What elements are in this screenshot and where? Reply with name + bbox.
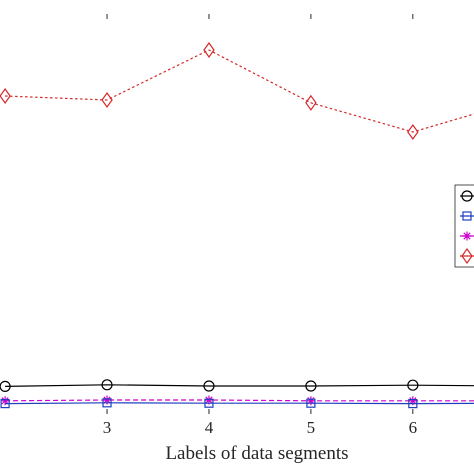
legend xyxy=(454,184,474,268)
series-layer xyxy=(0,41,474,409)
data-point xyxy=(102,395,112,405)
legend-item-asterisk xyxy=(460,231,474,241)
series-square xyxy=(0,398,474,409)
legend-item-circle xyxy=(460,190,474,202)
data-point xyxy=(306,398,316,408)
series-asterisk xyxy=(0,395,474,406)
data-point xyxy=(408,396,418,406)
x-tick-label: 6 xyxy=(409,418,418,437)
data-point xyxy=(407,379,419,391)
data-point xyxy=(204,395,214,405)
x-tick-label: 4 xyxy=(205,418,214,437)
series-diamond xyxy=(0,41,474,141)
data-point xyxy=(204,398,214,408)
data-point xyxy=(407,123,419,141)
x-tick-labels: 3 4 5 6 xyxy=(103,418,417,437)
legend-box xyxy=(454,184,474,268)
data-point xyxy=(0,399,10,409)
data-point xyxy=(102,398,112,408)
legend-marker xyxy=(462,211,472,221)
data-point xyxy=(101,91,113,109)
legend-item-square xyxy=(460,211,474,221)
data-point xyxy=(306,396,316,406)
x-tick-label: 3 xyxy=(103,418,112,437)
data-point xyxy=(203,41,215,59)
data-point xyxy=(408,399,418,409)
tick-marks xyxy=(106,14,414,414)
legend-marker xyxy=(462,231,472,241)
series-circle xyxy=(0,379,474,392)
data-point xyxy=(305,94,317,111)
data-point xyxy=(101,379,113,391)
series-line xyxy=(5,49,474,133)
x-tick-label: 5 xyxy=(307,418,316,437)
series-line xyxy=(5,384,474,387)
data-point xyxy=(305,380,317,392)
legend-marker xyxy=(461,190,473,202)
series-line xyxy=(5,399,474,402)
legend-item-diamond xyxy=(460,247,474,265)
data-point xyxy=(0,380,11,392)
data-point xyxy=(0,87,11,105)
legend-marker xyxy=(461,247,473,265)
data-point xyxy=(203,380,215,392)
data-point xyxy=(0,396,10,406)
x-axis-title: Labels of data segments xyxy=(165,443,348,464)
series-line xyxy=(5,402,474,405)
plot-area xyxy=(0,14,474,414)
